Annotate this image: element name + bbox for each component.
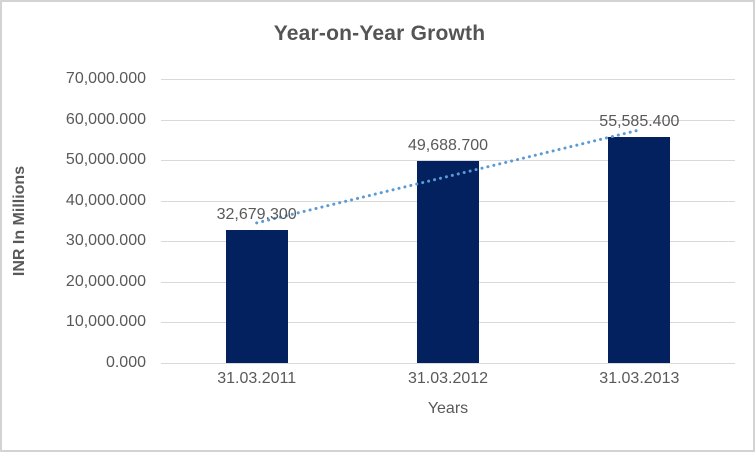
bar-data-label: 32,679.300 [216, 206, 297, 224]
y-tick-label: 20,000.000 [65, 272, 146, 290]
gridline [161, 160, 735, 162]
x-tick-label: 31.03.2013 [599, 370, 680, 387]
plot-area: 32,679.300 49,688.700 55,585.400 [161, 79, 735, 364]
trendline [255, 128, 641, 225]
x-axis-line [161, 363, 735, 364]
x-axis-title: Years [427, 400, 469, 417]
bar-data-label: 49,688.700 [407, 137, 489, 155]
y-tick-label: 50,000.000 [65, 151, 146, 169]
gridline [161, 119, 735, 121]
x-tick-label: 31.03.2012 [407, 370, 489, 387]
gridline [161, 79, 735, 80]
y-tick-label: 60,000.000 [65, 110, 146, 128]
bar-31.03.2011 [225, 230, 288, 363]
y-tick-label: 40,000.000 [65, 191, 146, 209]
y-axis-title-text: INR In Millions [11, 165, 28, 277]
y-tick-label: 30,000.000 [65, 232, 146, 250]
bar-data-label: 55,585.400 [599, 113, 680, 131]
trendline-path [255, 128, 641, 225]
y-tick-label: 10,000.000 [65, 313, 146, 331]
bar-31.03.2012 [417, 161, 479, 363]
y-tick-label: 0.000 [105, 354, 146, 371]
x-tick-label: 31.03.2011 [217, 370, 297, 387]
bar-31.03.2013 [608, 137, 671, 363]
y-tick-label: 70,000.000 [65, 70, 146, 87]
chart-title: Year-on-Year Growth [273, 22, 486, 45]
